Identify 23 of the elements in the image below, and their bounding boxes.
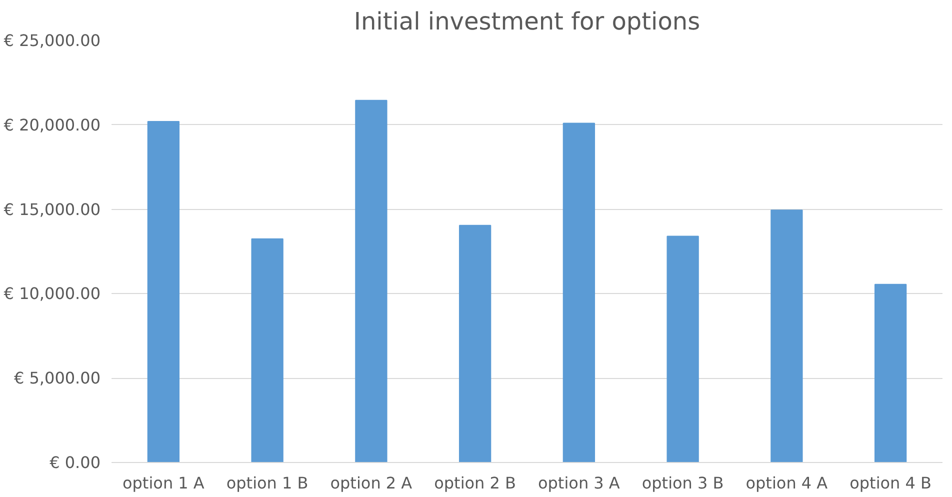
x-tick-label: option 2 B [434,474,516,492]
bar [562,122,596,462]
bar [355,100,388,462]
y-tick-label: € 20,000.00 [4,115,101,134]
x-tick-label: option 2 A [330,474,412,492]
bar [251,238,284,462]
bar [770,210,803,462]
y-tick-label: € 0.00 [50,453,100,472]
y-tick-label: € 15,000.00 [4,200,101,219]
bar [666,236,699,462]
bar [147,121,180,462]
bar [874,284,907,462]
chart-title: Initial investment for options [354,8,700,36]
x-tick-label: option 4 A [746,474,828,492]
y-tick-label: € 25,000.00 [4,31,101,50]
x-tick-label: option 3 A [538,474,620,492]
bar [458,224,492,462]
y-tick-label: € 10,000.00 [4,284,101,304]
y-tick-label: € 5,000.00 [14,368,100,388]
x-tick-label: option 1 A [122,474,204,492]
x-tick-label: option 3 B [642,474,724,492]
x-tick-label: option 4 B [850,474,932,492]
x-tick-label: option 1 B [226,474,308,492]
